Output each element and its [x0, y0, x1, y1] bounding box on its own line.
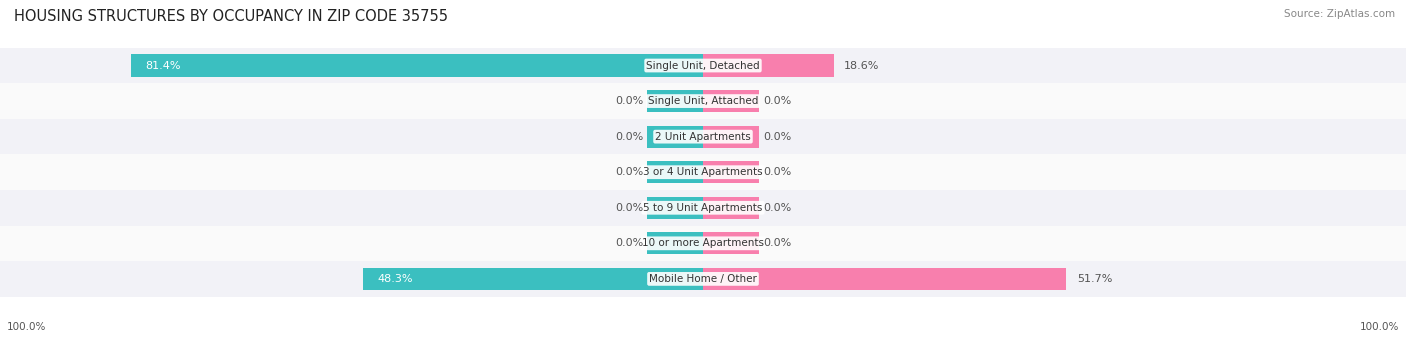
Text: 81.4%: 81.4%	[145, 60, 180, 71]
Text: 3 or 4 Unit Apartments: 3 or 4 Unit Apartments	[643, 167, 763, 177]
Legend: Owner-occupied, Renter-occupied: Owner-occupied, Renter-occupied	[576, 338, 830, 341]
Text: 10 or more Apartments: 10 or more Apartments	[643, 238, 763, 248]
Text: 48.3%: 48.3%	[377, 274, 413, 284]
Bar	[703, 232, 759, 254]
Text: 0.0%: 0.0%	[762, 96, 792, 106]
Text: 0.0%: 0.0%	[762, 238, 792, 248]
Text: HOUSING STRUCTURES BY OCCUPANCY IN ZIP CODE 35755: HOUSING STRUCTURES BY OCCUPANCY IN ZIP C…	[14, 9, 449, 24]
Text: 0.0%: 0.0%	[762, 167, 792, 177]
Bar	[0, 225, 1406, 261]
Text: 0.0%: 0.0%	[614, 132, 644, 142]
Text: 0.0%: 0.0%	[614, 167, 644, 177]
Text: Source: ZipAtlas.com: Source: ZipAtlas.com	[1284, 9, 1395, 18]
Text: 100.0%: 100.0%	[1360, 322, 1399, 332]
Bar	[647, 161, 703, 183]
Bar	[647, 90, 703, 112]
Text: 0.0%: 0.0%	[614, 203, 644, 213]
Bar	[703, 55, 834, 76]
Text: 0.0%: 0.0%	[762, 132, 792, 142]
Text: 0.0%: 0.0%	[614, 96, 644, 106]
Bar	[0, 48, 1406, 83]
Text: Mobile Home / Other: Mobile Home / Other	[650, 274, 756, 284]
Bar	[647, 197, 703, 219]
Bar	[647, 125, 703, 148]
Text: 51.7%: 51.7%	[1077, 274, 1112, 284]
Bar	[647, 232, 703, 254]
Text: 100.0%: 100.0%	[7, 322, 46, 332]
Text: 5 to 9 Unit Apartments: 5 to 9 Unit Apartments	[644, 203, 762, 213]
Bar	[703, 268, 1067, 290]
Text: 18.6%: 18.6%	[844, 60, 880, 71]
Bar	[0, 190, 1406, 225]
Bar	[703, 197, 759, 219]
Bar	[131, 55, 703, 76]
Bar	[703, 90, 759, 112]
Bar	[0, 119, 1406, 154]
Bar	[0, 154, 1406, 190]
Text: Single Unit, Detached: Single Unit, Detached	[647, 60, 759, 71]
Text: 0.0%: 0.0%	[614, 238, 644, 248]
Text: Single Unit, Attached: Single Unit, Attached	[648, 96, 758, 106]
Bar	[703, 125, 759, 148]
Bar	[0, 261, 1406, 297]
Bar	[363, 268, 703, 290]
Text: 0.0%: 0.0%	[762, 203, 792, 213]
Bar	[703, 161, 759, 183]
Bar	[0, 83, 1406, 119]
Text: 2 Unit Apartments: 2 Unit Apartments	[655, 132, 751, 142]
